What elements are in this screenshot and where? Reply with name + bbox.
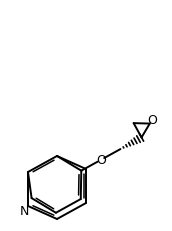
Text: N: N [20,204,29,217]
Text: O: O [147,113,157,126]
Text: O: O [96,154,106,167]
